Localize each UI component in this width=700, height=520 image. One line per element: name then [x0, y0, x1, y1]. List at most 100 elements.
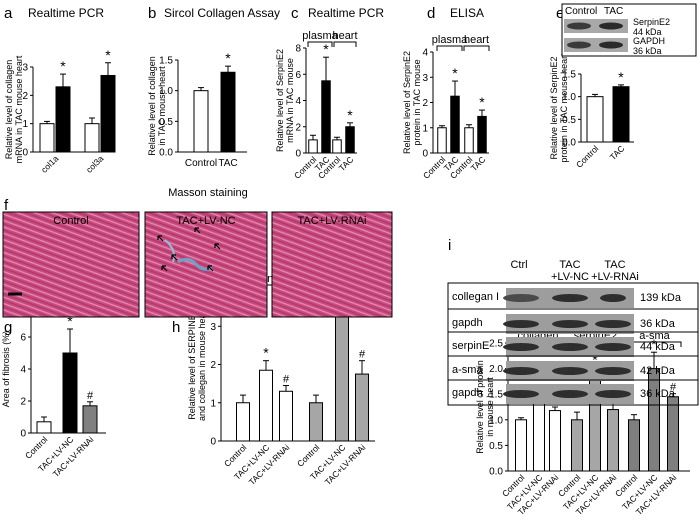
y-tick-label: 6: [20, 333, 26, 344]
stain-image-1: Control: [2, 211, 140, 318]
bar: [259, 369, 273, 442]
blot-size-label: 36 kDa: [633, 46, 662, 56]
blot-band: [552, 367, 588, 375]
bar: [82, 405, 98, 434]
blot-protein-label: serpinE: [452, 340, 489, 352]
x-tick-label: col3a: [84, 153, 106, 175]
blot-size-label: 139 kDa: [640, 292, 682, 304]
bar: [335, 304, 349, 442]
panel-letter-a: a: [4, 5, 13, 22]
x-tick-label: TAC: [218, 158, 237, 169]
bar: [308, 139, 318, 154]
blot-band: [599, 41, 623, 49]
panel-letter-c: c: [291, 5, 299, 22]
blot-band: [503, 367, 539, 375]
y-tick-label: 4: [295, 96, 301, 107]
bar: [193, 90, 209, 153]
significance-mark: *: [263, 345, 269, 361]
blot-strip: [564, 19, 628, 33]
y-tick-label: 0.5: [159, 117, 173, 128]
blot-header: Ctrl: [510, 259, 527, 271]
bar: [612, 86, 630, 143]
bar: [648, 368, 660, 472]
bar: [464, 127, 474, 154]
chart-a: 0 1 2 3 Relative level of collagen mRNA in TA…: [4, 47, 116, 175]
y-tick-label: 2: [210, 360, 216, 371]
y-axis-label: and collegan in mouse heart: [197, 307, 207, 421]
significance-mark: *: [592, 352, 598, 368]
y-axis-label: Relative level of SerpinE2: [549, 56, 559, 159]
significance-mark: *: [67, 313, 73, 329]
blot-band: [552, 320, 588, 328]
blot-size-label: 36 kDa: [640, 388, 676, 400]
bar: [450, 95, 460, 154]
group-bracket: heart: [332, 30, 358, 47]
blot-band: [595, 343, 631, 351]
bar: [39, 123, 55, 153]
bar: [586, 96, 604, 143]
blot-strip: [564, 38, 628, 52]
y-tick-label: 0.0: [489, 467, 503, 478]
blot-band: [600, 294, 626, 302]
blot-protein-label: GAPDH: [633, 36, 665, 46]
significance-mark: #: [670, 382, 677, 394]
stain-tissue: [144, 211, 268, 318]
significance-mark: #: [359, 349, 366, 361]
chart-d: 0 1 2 3 4 Relative level of SerpinE2 protein i…: [402, 48, 489, 181]
stain-image-3: TAC+LV-RNAi: [271, 211, 393, 318]
significance-mark: #: [87, 390, 94, 402]
y-tick-label: 1.5: [562, 70, 576, 81]
blot-size-label: 42 kDa: [640, 365, 676, 377]
bar: [332, 139, 342, 154]
group-label: a-sma: [639, 330, 670, 342]
significance-mark: *: [225, 50, 231, 66]
y-tick-label: 2.0: [489, 364, 503, 375]
blot-band: [595, 367, 631, 375]
y-tick-label: 3: [22, 63, 28, 74]
y-axis-label: Relative level of SerpinE2: [275, 49, 285, 152]
bar-inner-label: TAC: [104, 132, 113, 148]
blot-band: [552, 294, 588, 302]
stain-image-2: TAC+LV-NC: [144, 211, 268, 318]
panel-title-b: Sircol Collagen Assay: [164, 6, 280, 20]
y-tick-label: 0: [422, 149, 428, 160]
y-tick-label: 2: [295, 122, 301, 133]
y-axis-label: in mouse heart: [485, 377, 495, 437]
blot-band: [552, 390, 588, 398]
group-label: plasma: [432, 34, 468, 46]
bar: [607, 409, 619, 472]
panel-letter-d: d: [427, 5, 435, 22]
y-axis-label: mRNA in TAC mouse: [285, 58, 295, 143]
bar: [36, 421, 52, 434]
blot-protein-label: collegan I: [452, 291, 499, 303]
panel-letter-i: i: [448, 237, 451, 254]
y-axis-label: in TAC mouse heart: [157, 66, 167, 146]
bar-inner-label: TAC: [59, 132, 68, 148]
panel-letter-h: h: [172, 319, 180, 336]
bar: [84, 123, 100, 153]
blot-protein-label: gapdh: [452, 317, 483, 329]
fibrosis-streak: [164, 239, 175, 263]
significance-mark: *: [479, 94, 485, 110]
y-tick-label: 2: [422, 98, 428, 109]
blot-header: TAC: [604, 6, 623, 17]
blot-size-label: 44 kDa: [640, 341, 676, 353]
y-tick-label: 1: [422, 123, 428, 134]
y-axis-label: Relative level of SERPINE2: [187, 309, 197, 420]
blot-band: [567, 22, 591, 30]
y-axis-label: Relative level of collagen: [147, 56, 157, 156]
group-label: heart: [464, 34, 489, 46]
y-tick-label: 0: [210, 437, 216, 448]
y-tick-label: 0: [20, 429, 26, 440]
blot-band: [595, 390, 631, 398]
significance-mark: *: [323, 41, 329, 57]
significance-mark: *: [452, 65, 458, 81]
y-tick-label: 1: [22, 119, 28, 130]
y-axis-label: Relative level of collagen: [4, 60, 14, 160]
bar: [549, 410, 561, 472]
arrow-icon: [157, 235, 164, 242]
blot-protein-label: SerpinE2: [633, 17, 670, 27]
stain-label: TAC+LV-RNAi: [298, 215, 367, 227]
